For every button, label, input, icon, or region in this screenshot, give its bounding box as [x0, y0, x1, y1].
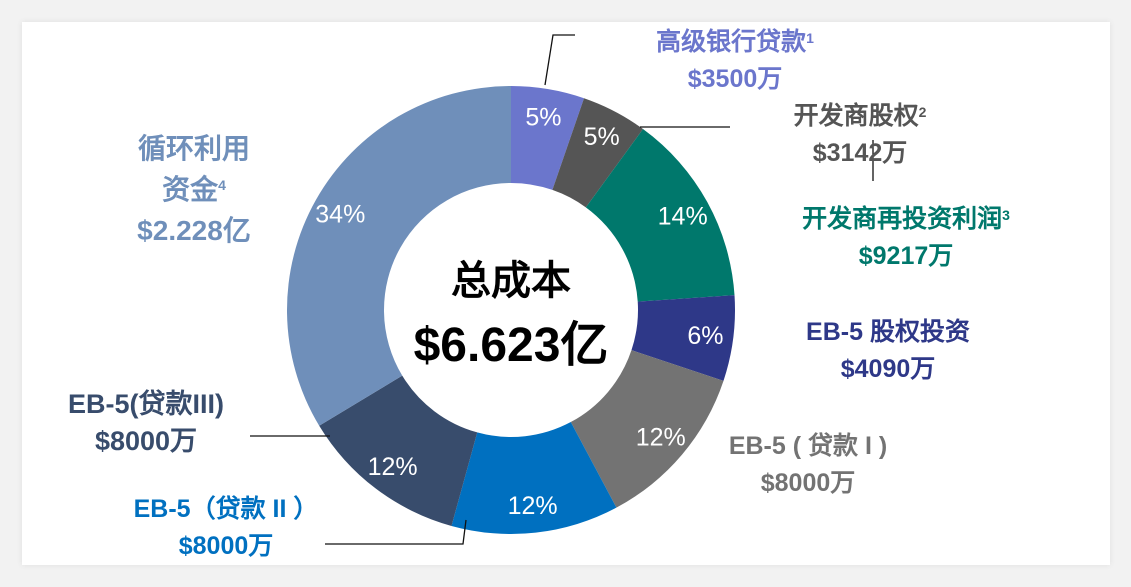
- label-eb5-equity: EB-5 股权投资 $4090万: [806, 314, 970, 388]
- label-developer-equity: 开发商股权2 $3142万: [794, 98, 927, 172]
- label-eb5-loan-2: EB-5（贷款 II ） $8000万: [134, 491, 319, 565]
- donut-slice-6: [319, 375, 478, 526]
- leader-lines: [250, 34, 874, 545]
- slice-amount: $8000万: [94, 426, 198, 456]
- slice-name: 开发商股权: [793, 102, 919, 130]
- label-revolving-funds: 循环利用 资金4 $2.228亿: [137, 128, 251, 251]
- slice-amount: $3142万: [812, 139, 908, 167]
- center-title: 总成本: [451, 259, 571, 303]
- label-eb5-loan-3: EB-5(贷款III) $8000万: [68, 386, 224, 460]
- slice-name: 开发商再投资利润: [802, 205, 1003, 233]
- footnote: 4: [218, 177, 226, 193]
- leader-line-eb5-loan-2: [325, 519, 467, 545]
- slice-name: 高级银行贷款: [656, 28, 807, 56]
- slice-amount: $8000万: [178, 532, 274, 560]
- slice-amount: $4090万: [840, 355, 936, 383]
- center-value: $6.623亿: [413, 319, 609, 372]
- slice-name-line-2: 资金: [162, 174, 219, 205]
- donut-slice-7: [287, 86, 511, 426]
- donut-slice-3: [631, 295, 735, 381]
- percent-label-6: 12%: [368, 453, 418, 481]
- footnote: 2: [918, 104, 927, 120]
- label-eb5-loan-1: EB-5 ( 贷款 I ) $8000万: [729, 428, 887, 502]
- percent-label-0: 5%: [525, 104, 561, 132]
- donut-slice-4: [570, 350, 724, 508]
- slice-amount: $3500万: [687, 65, 783, 93]
- slice-amount: $2.228亿: [137, 215, 251, 246]
- donut-slice-5: [451, 422, 617, 534]
- slice-name: EB-5（贷款 II ）: [133, 495, 319, 523]
- percent-label-2: 14%: [658, 202, 708, 230]
- slice-name-line-1: 循环利用: [137, 133, 250, 164]
- donut-slice-0: [511, 86, 585, 190]
- slice-name: EB-5(贷款III): [67, 389, 225, 419]
- percent-label-1: 5%: [584, 123, 620, 151]
- footnote: 3: [1002, 207, 1010, 223]
- slice-name: EB-5 股权投资: [806, 318, 970, 346]
- percent-label-3: 6%: [687, 322, 723, 350]
- label-developer-reinvest: 开发商再投资利润3 $9217万: [802, 201, 1010, 275]
- donut-slice-1: [552, 98, 643, 208]
- percent-label-7: 34%: [315, 201, 365, 229]
- slice-amount: $9217万: [858, 242, 954, 270]
- label-senior-loan: 高级银行贷款1 $3500万: [656, 24, 814, 98]
- percent-label-4: 12%: [636, 423, 686, 451]
- slice-amount: $8000万: [760, 469, 856, 497]
- slice-name: EB-5 ( 贷款 I ): [728, 432, 888, 460]
- leader-line-senior-loan: [544, 34, 575, 86]
- percent-label-5: 12%: [508, 492, 558, 520]
- donut-slice-2: [585, 129, 735, 302]
- footnote: 1: [806, 30, 814, 46]
